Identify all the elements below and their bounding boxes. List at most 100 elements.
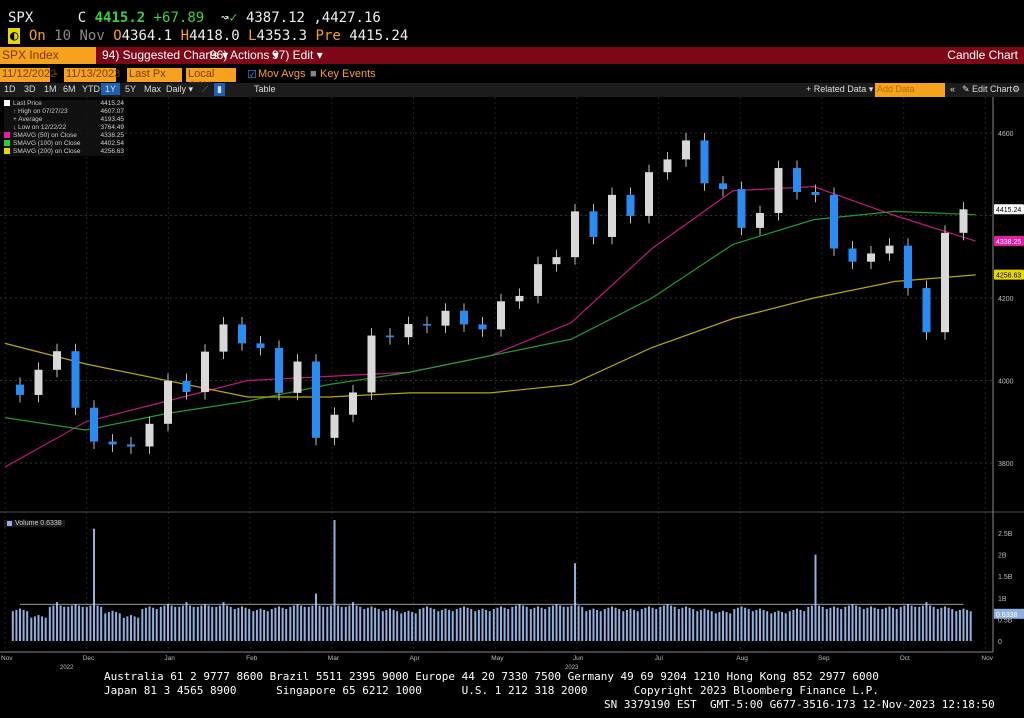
volume-bar bbox=[418, 609, 421, 641]
volume-bar bbox=[522, 605, 525, 641]
candle-body bbox=[16, 384, 24, 395]
candle-body bbox=[293, 361, 302, 393]
volume-bar bbox=[196, 606, 199, 641]
candle-body bbox=[959, 209, 968, 233]
price-change: +67.89 bbox=[153, 10, 205, 26]
volume-bar bbox=[921, 605, 924, 641]
edit-menu[interactable]: 97) Edit ▾ bbox=[272, 48, 323, 62]
volume-bar bbox=[722, 610, 724, 641]
volume-bar bbox=[403, 612, 406, 641]
period-1d[interactable]: 1D bbox=[4, 84, 16, 94]
line-chart-icon[interactable]: ⟋ bbox=[202, 84, 209, 94]
price-marker-label: 4415.24 bbox=[996, 207, 1021, 214]
volume-bar bbox=[677, 609, 680, 641]
volume-bar bbox=[566, 606, 569, 641]
volume-bar bbox=[48, 606, 51, 641]
volume-bar bbox=[381, 611, 384, 641]
chart-canvas[interactable]: 3800 4000 4200 4600 0 0.5B 1B 1.5B 2B 2.5B Nov Dec J… bbox=[0, 97, 1024, 672]
volume-bar bbox=[777, 610, 780, 641]
volume-bar bbox=[503, 607, 506, 641]
volume-bar bbox=[278, 606, 280, 641]
volume-bar bbox=[285, 609, 288, 641]
volume-bar bbox=[770, 613, 773, 641]
volume-bar bbox=[74, 604, 77, 641]
period-1m[interactable]: 1M bbox=[44, 84, 57, 94]
candle-body bbox=[386, 335, 394, 338]
volume-bar bbox=[747, 609, 750, 641]
key-events-label[interactable]: Key Events bbox=[320, 68, 376, 80]
volume-bar bbox=[89, 605, 92, 641]
volume-tick-label: 2.5B bbox=[998, 531, 1013, 538]
actions-menu[interactable]: 96) Actions ▾ bbox=[210, 48, 279, 62]
candle-body bbox=[737, 189, 746, 228]
volume-tick-label: 0 bbox=[998, 639, 1002, 646]
volume-bar bbox=[44, 617, 47, 641]
candle-body bbox=[127, 444, 135, 447]
frequency-select[interactable]: Daily ▾ bbox=[166, 84, 194, 94]
period-ytd[interactable]: YTD bbox=[82, 84, 100, 94]
volume-bar bbox=[200, 605, 203, 641]
volume-bar bbox=[666, 604, 669, 641]
candle-body bbox=[367, 335, 376, 393]
mov-avgs-label[interactable]: Mov Avgs bbox=[258, 68, 306, 80]
volume-bar bbox=[426, 606, 428, 641]
volume-bar bbox=[326, 606, 329, 641]
volume-bar bbox=[266, 611, 269, 641]
volume-bar bbox=[784, 613, 787, 641]
period-1y[interactable]: 1Y bbox=[101, 83, 121, 95]
table-button[interactable]: Table bbox=[254, 84, 276, 94]
volume-bar bbox=[463, 606, 465, 641]
volume-bar bbox=[100, 606, 103, 641]
volume-bar bbox=[540, 607, 543, 641]
volume-bar bbox=[788, 611, 791, 641]
footer-line2: Japan 81 3 4565 8900 Singapore 65 6212 1… bbox=[104, 684, 879, 697]
legend-value: 4415.24 bbox=[100, 100, 125, 107]
suggested-charts-menu[interactable]: 94) Suggested Charts ▾ bbox=[102, 48, 229, 62]
volume-bar bbox=[500, 606, 502, 641]
volume-bar bbox=[895, 609, 898, 641]
period-3d[interactable]: 3D bbox=[24, 84, 36, 94]
mov-avgs-checkbox[interactable]: ☑ bbox=[247, 69, 257, 81]
volume-bar bbox=[104, 613, 107, 641]
period-5y[interactable]: 5Y bbox=[125, 84, 137, 94]
candle-body bbox=[201, 351, 209, 393]
candle-chart-icon[interactable]: ▮ bbox=[214, 83, 225, 96]
volume-bar bbox=[466, 607, 469, 641]
volume-bar bbox=[940, 607, 943, 641]
legend-label: SMAVG (50) on Close bbox=[13, 132, 77, 139]
candle-body bbox=[589, 211, 598, 237]
start-date-input[interactable]: 11/12/2022 bbox=[0, 68, 57, 82]
month-tick-label: Dec bbox=[83, 655, 95, 662]
volume-marker bbox=[994, 608, 1024, 619]
candle-body bbox=[441, 310, 450, 326]
month-tick-label: Apr bbox=[410, 655, 421, 662]
volume-bar bbox=[22, 609, 25, 641]
candle-body bbox=[719, 183, 727, 190]
volume-bar bbox=[736, 607, 739, 641]
volume-bar bbox=[385, 609, 388, 641]
candle-body bbox=[552, 257, 561, 265]
add-data-input[interactable]: Add Data bbox=[875, 83, 945, 97]
field-select[interactable]: Last Px bbox=[127, 68, 182, 82]
related-data-menu[interactable]: + Related Data ▾ bbox=[806, 84, 874, 94]
period-max[interactable]: Max bbox=[144, 84, 162, 94]
end-date-input[interactable]: 11/13/2023 bbox=[64, 68, 121, 82]
volume-bar bbox=[625, 609, 628, 641]
volume-bar bbox=[622, 611, 625, 641]
period-6m[interactable]: 6M bbox=[63, 84, 76, 94]
collapse-icon[interactable]: « bbox=[950, 84, 956, 94]
volume-bar bbox=[167, 604, 169, 641]
currency-select[interactable]: Local CCY bbox=[186, 68, 236, 92]
security-field[interactable]: SPX Index bbox=[0, 47, 96, 64]
key-events-checkbox[interactable]: ■ bbox=[310, 68, 317, 80]
volume-bar bbox=[692, 609, 695, 641]
quote-line: SPX C 4415.2 +67.89 ↝✓ 4387.12 ,4427.16 bbox=[8, 10, 381, 26]
legend-item: + Average 4193.45 bbox=[4, 116, 124, 124]
volume-bar bbox=[296, 604, 299, 641]
volume-bar bbox=[211, 606, 214, 641]
volume-bar bbox=[481, 608, 484, 641]
edit-chart-button[interactable]: ✎ Edit Chart bbox=[962, 84, 1013, 94]
price-tick-label: 4200 bbox=[998, 296, 1014, 303]
legend-label: SMAVG (100) on Close bbox=[13, 140, 81, 147]
settings-gear-icon[interactable]: ⚙ bbox=[1012, 84, 1021, 94]
